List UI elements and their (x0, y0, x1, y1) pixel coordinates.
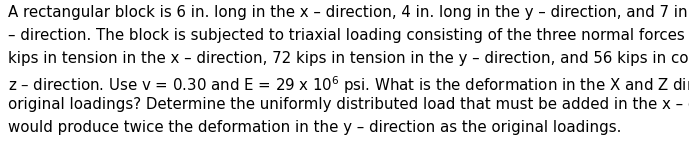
Text: original loadings? Determine the uniformly distributed load that must be added i: original loadings? Determine the uniform… (8, 97, 689, 112)
Text: A rectangular block is 6 in. long in the x – direction, 4 in. long in the y – di: A rectangular block is 6 in. long in the… (8, 5, 689, 20)
Text: z – direction. Use v = 0.30 and E = 29 x 10$^6$ psi. What is the deformation in : z – direction. Use v = 0.30 and E = 29 x… (8, 74, 689, 96)
Text: kips in tension in the x – direction, 72 kips in tension in the y – direction, a: kips in tension in the x – direction, 72… (8, 51, 689, 66)
Text: would produce twice the deformation in the y – direction as the original loading: would produce twice the deformation in t… (8, 120, 621, 135)
Text: – direction. The block is subjected to triaxial loading consisting of the three : – direction. The block is subjected to t… (8, 28, 689, 43)
